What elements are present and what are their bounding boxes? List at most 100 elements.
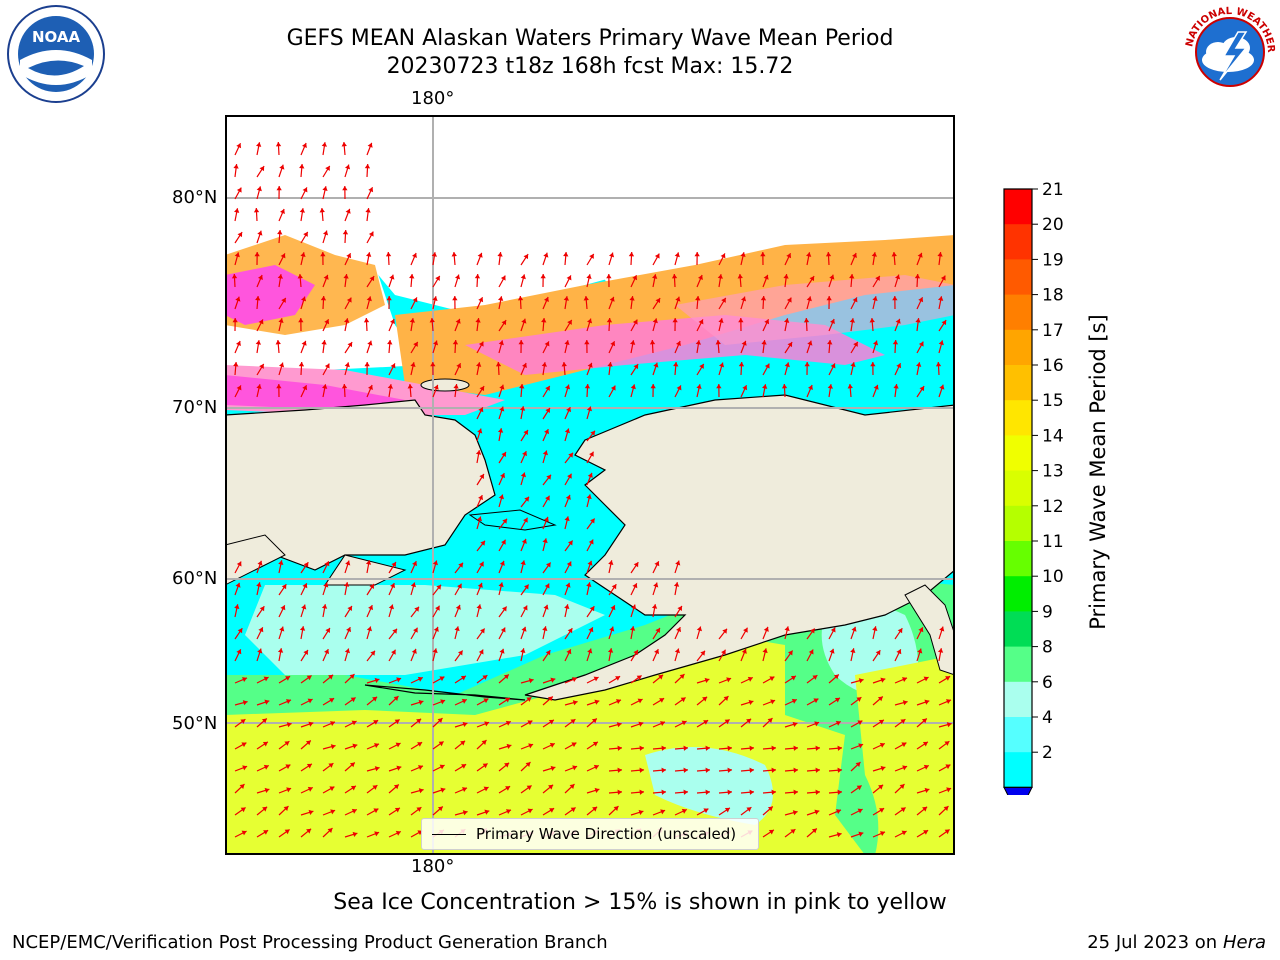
wave-arrow-head xyxy=(617,789,622,795)
wave-arrow-head xyxy=(673,362,679,367)
wave-arrow-head xyxy=(749,767,754,773)
wave-arrow-head xyxy=(387,340,393,345)
wave-arrow-head xyxy=(365,208,371,213)
wave-arrow-head xyxy=(880,831,885,836)
wave-arrow-head xyxy=(479,386,485,392)
wave-arrow-head xyxy=(722,628,727,634)
wave-arrow-head xyxy=(923,830,929,835)
wave-arrow-head xyxy=(275,340,281,345)
wave-arrow-head xyxy=(727,745,732,751)
wave-arrow-head xyxy=(608,560,614,565)
wave-arrow-head xyxy=(390,363,396,369)
wave-arrow-head xyxy=(413,627,418,633)
wave-arrow-head xyxy=(566,407,571,413)
wave-arrow-head xyxy=(241,742,247,748)
wave-arrow-head xyxy=(454,626,460,632)
wave-arrow-head xyxy=(526,785,532,791)
wave-arrow-head xyxy=(683,767,688,773)
wave-arrow-head xyxy=(242,700,248,706)
wave-arrow-head xyxy=(564,516,570,522)
wave-arrow-head xyxy=(528,678,534,684)
wave-arrow-head xyxy=(394,807,400,813)
wave-arrow-head xyxy=(390,319,395,324)
wave-arrow-head xyxy=(852,253,857,258)
wave-arrow-head xyxy=(240,719,246,724)
wave-arrow-head xyxy=(571,742,577,748)
wave-arrow-head xyxy=(416,807,422,812)
wave-arrow-head xyxy=(236,143,242,149)
wave-arrow-head xyxy=(650,384,656,389)
wave-arrow-head xyxy=(372,696,378,702)
wave-arrow-head xyxy=(812,675,818,680)
arctic-ice-north xyxy=(225,115,955,315)
wave-arrow-head xyxy=(550,677,556,683)
wave-arrow-head xyxy=(432,296,438,301)
wave-arrow-head xyxy=(277,230,283,235)
wave-arrow-head xyxy=(764,319,770,325)
colorbar-tick-label: 15 xyxy=(1042,391,1064,411)
wave-arrow-head xyxy=(299,626,306,631)
land-alaska xyxy=(524,394,955,701)
wave-arrow-head xyxy=(520,648,526,653)
wave-arrow-head xyxy=(849,274,855,279)
wave-arrow-head xyxy=(528,743,534,749)
wave-arrow-head xyxy=(783,274,789,279)
wave-arrow-head xyxy=(727,789,732,795)
wave-arrow-head xyxy=(455,318,461,324)
wave-arrow-head xyxy=(902,765,908,771)
wave-arrow-head xyxy=(387,384,393,389)
wave-arrow-head xyxy=(409,274,415,279)
wave-arrow-head xyxy=(525,762,531,767)
wave-arrow-head xyxy=(680,697,686,703)
wave-arrow-head xyxy=(899,784,905,789)
wave-arrow-head xyxy=(769,676,775,682)
wave-arrow-head xyxy=(717,274,723,279)
wave-arrow-head xyxy=(374,831,380,837)
wave-arrow-head xyxy=(503,674,509,680)
wave-arrow-head xyxy=(858,743,864,749)
wave-arrow-head xyxy=(877,696,883,702)
wave-arrow-head xyxy=(897,628,903,634)
wave-arrow-head xyxy=(299,164,305,169)
wave-arrow-head xyxy=(654,649,659,655)
wave-arrow-head xyxy=(674,648,680,654)
wave-arrow-head xyxy=(746,718,752,724)
wave-arrow-head xyxy=(892,340,899,345)
wave-arrow-head xyxy=(256,384,262,389)
wave-arrow-head xyxy=(545,408,550,413)
wave-period-map xyxy=(225,115,955,855)
wave-arrow-head xyxy=(918,627,924,633)
colorbar-label: Primary Wave Mean Period [s] xyxy=(1086,314,1110,630)
wave-arrow-head xyxy=(433,384,439,390)
wave-arrow-head xyxy=(784,626,790,632)
wave-arrow-head xyxy=(661,767,666,773)
wave-arrow-head xyxy=(439,764,445,770)
wave-arrow-head xyxy=(480,540,485,546)
wave-arrow-head xyxy=(943,806,949,811)
wave-arrow-head xyxy=(630,384,636,390)
wave-arrow-head xyxy=(593,676,599,682)
wave-arrow-head xyxy=(368,187,374,193)
wave-arrow-head xyxy=(681,720,687,726)
wave-arrow-head xyxy=(676,385,682,391)
wave-arrow-head xyxy=(570,807,576,813)
wave-arrow-head xyxy=(479,561,484,567)
wave-arrow-head xyxy=(738,318,744,323)
wave-arrow-head xyxy=(440,787,446,793)
bering-period-mid xyxy=(245,585,605,675)
wave-arrow-head xyxy=(793,767,798,773)
wave-arrow-head xyxy=(480,628,485,634)
wave-arrow-head xyxy=(345,164,351,170)
colorbar-cell xyxy=(1004,189,1032,225)
wave-arrow-head xyxy=(303,562,309,568)
wave-arrow-head xyxy=(607,362,613,367)
wave-arrow-head xyxy=(671,274,678,279)
wave-arrow-head xyxy=(462,787,467,792)
wave-arrow-head xyxy=(412,297,418,303)
colorbar-tick-label: 4 xyxy=(1042,708,1053,728)
wave-arrow-head xyxy=(652,274,658,279)
wave-arrow-head xyxy=(767,806,773,812)
wave-arrow-head xyxy=(504,762,510,768)
wave-arrow-head xyxy=(629,626,636,631)
wave-arrow-head xyxy=(476,516,482,522)
